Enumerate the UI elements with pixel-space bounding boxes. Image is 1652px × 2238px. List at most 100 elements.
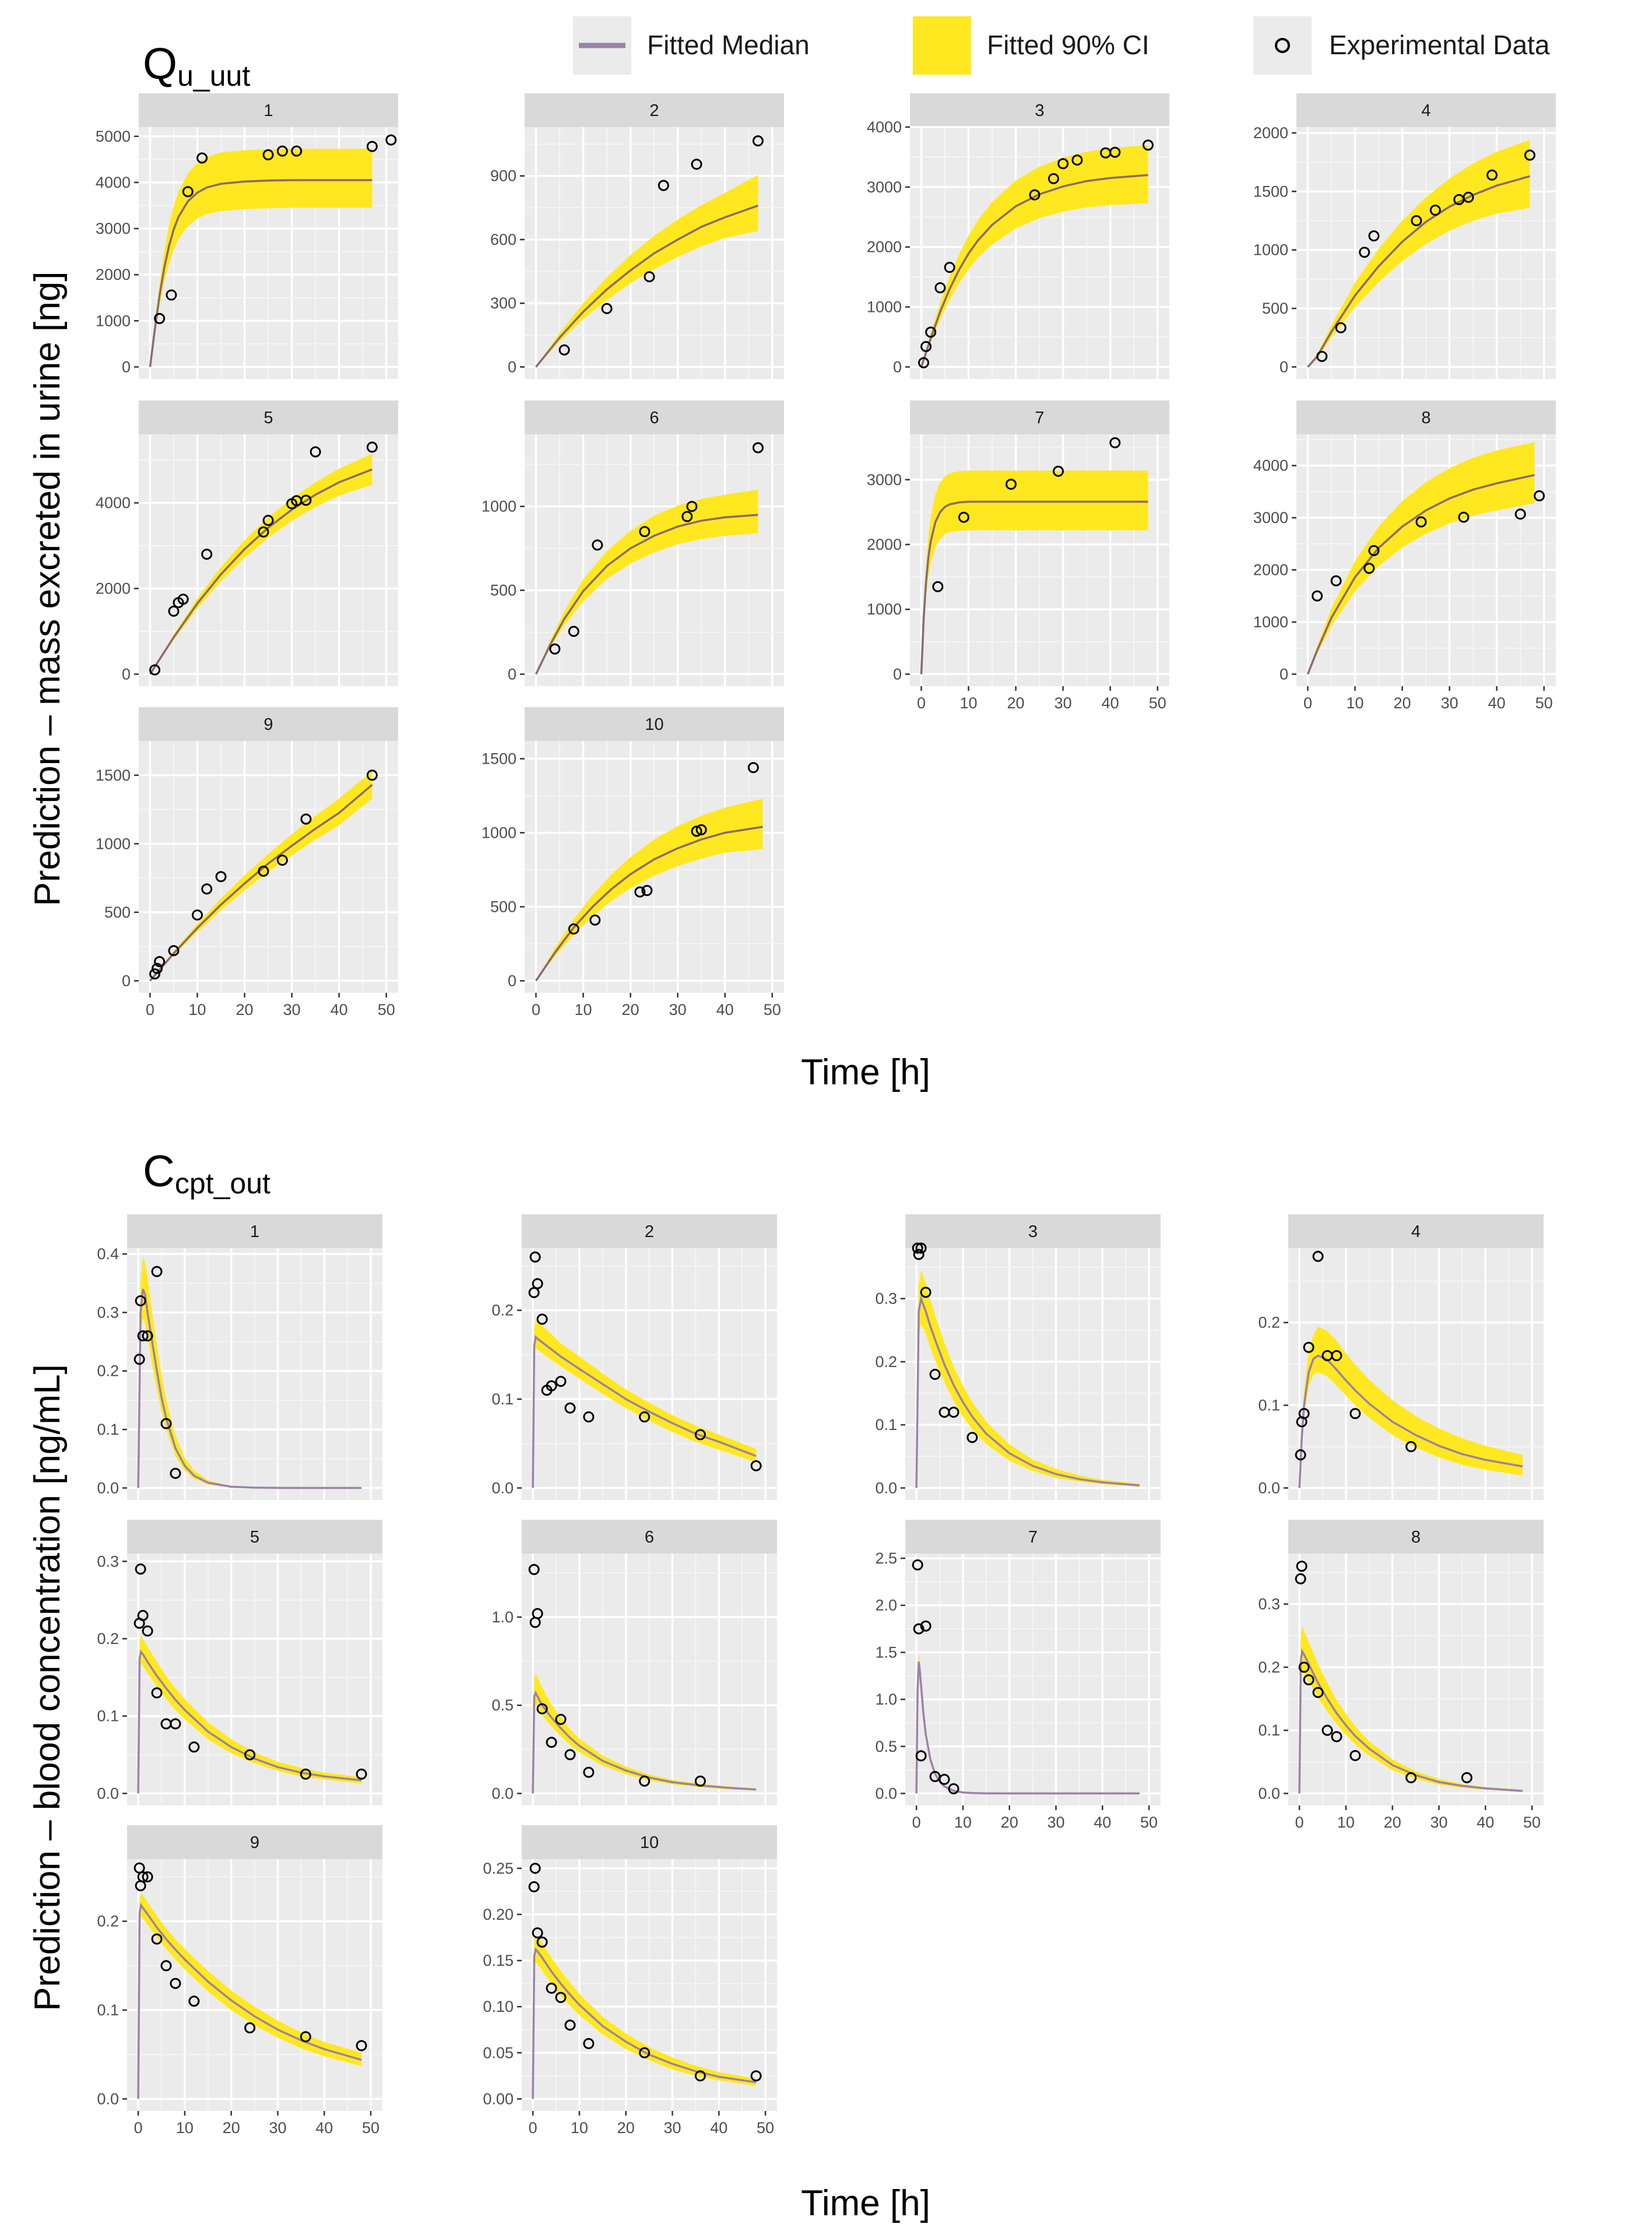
ci-ribbon	[921, 145, 1148, 367]
data-point	[1048, 173, 1059, 184]
panel-1: 1 0.0 0.1 0.2 0.3 0.4	[97, 1214, 382, 1500]
data-point	[366, 140, 378, 152]
panel-1: 1 0 1000 2000 3000 4000 5000	[96, 93, 398, 379]
y-tick-label: 1500	[96, 767, 131, 784]
panel-grid	[910, 126, 1169, 379]
data-point	[160, 1418, 172, 1429]
data-point	[691, 159, 702, 170]
blood-section: Ccpt_out Prediction – blood concentratio…	[27, 1147, 1544, 2223]
data-point	[1411, 215, 1422, 227]
panel-grid	[525, 434, 784, 686]
panel-strip-label: 7	[1035, 409, 1044, 427]
data-point	[1359, 247, 1370, 258]
data-point	[149, 664, 161, 676]
data-point	[1143, 139, 1154, 151]
y-tick-label: 0.0	[1258, 1784, 1280, 1802]
panel-strip	[1296, 93, 1556, 127]
ci-ribbon	[533, 1319, 757, 1488]
y-tick-label: 300	[490, 294, 516, 312]
data-point	[170, 1718, 181, 1730]
panel-strip-label: 6	[645, 1528, 654, 1547]
panel-strip	[905, 1520, 1161, 1554]
y-tick-label: 0	[508, 972, 516, 989]
x-tick-label: 20	[1394, 694, 1411, 712]
data-point	[366, 770, 378, 781]
panel-strip-label: 7	[1028, 1528, 1038, 1547]
y-tick-label: 0.1	[97, 1421, 119, 1438]
x-tick-label: 40	[710, 2119, 727, 2137]
legend-data-key	[1253, 16, 1312, 75]
y-tick-label: 0.20	[483, 1906, 514, 1923]
data-point	[532, 1608, 543, 1619]
panel-10: 10 0 500 1000 1500 0 10 20 30 40 50	[481, 707, 784, 1018]
panel-strip	[525, 707, 784, 741]
data-point	[555, 1991, 567, 2003]
y-tick-label: 0	[122, 665, 131, 683]
y-tick-label: 3000	[96, 220, 131, 237]
panel-strip	[910, 93, 1169, 127]
data-point	[686, 501, 698, 512]
panel-strip-label: 4	[1421, 101, 1430, 120]
median-line	[532, 1947, 757, 2099]
data-point	[1312, 590, 1323, 602]
data-point	[1415, 516, 1427, 528]
median-line	[137, 1288, 362, 1489]
x-tick-label: 10	[1337, 1814, 1355, 1831]
y-tick-label: 0	[122, 358, 131, 375]
y-tick-label: 500	[490, 582, 516, 599]
data-point	[356, 1768, 367, 1780]
data-point	[546, 1380, 557, 1392]
data-point	[201, 549, 213, 560]
data-point	[1109, 437, 1121, 448]
x-tick-label: 20	[223, 2119, 240, 2137]
data-point	[929, 1369, 941, 1380]
x-tick-label: 0	[146, 1001, 154, 1018]
panel-grid	[525, 127, 784, 379]
median-line	[1298, 1648, 1523, 1794]
y-tick-label: 0	[1280, 665, 1288, 683]
data-point	[300, 813, 312, 825]
y-tick-label: 0	[508, 358, 516, 375]
panel-2: 2 0.0 0.1 0.2	[491, 1214, 777, 1500]
data-point	[934, 282, 946, 294]
y-tick-label: 2.0	[875, 1597, 897, 1614]
median-line	[535, 205, 758, 368]
panel-strip-label: 3	[1035, 101, 1044, 120]
y-tick-label: 0	[893, 358, 902, 375]
median-line	[532, 1690, 757, 1794]
data-point	[135, 1564, 146, 1575]
data-point	[583, 1766, 595, 1778]
data-point	[188, 1741, 200, 1753]
y-tick-label: 0.2	[1258, 1659, 1280, 1676]
panel-9: 9 0.0 0.1 0.2 0 10 20 30 40 50	[97, 1825, 382, 2137]
data-point	[366, 441, 378, 453]
data-point	[912, 1559, 923, 1571]
data-point	[939, 1773, 950, 1785]
x-tick-label: 40	[331, 1001, 348, 1018]
panel-strip	[522, 1520, 777, 1554]
data-point	[137, 1871, 149, 1882]
median-line	[535, 825, 763, 982]
panel-strip-label: 3	[1028, 1222, 1038, 1241]
y-tick-label: 1000	[481, 824, 516, 841]
y-tick-label: 0.2	[97, 1913, 119, 1930]
x-tick-label: 10	[188, 1001, 206, 1018]
data-point	[1312, 1687, 1324, 1698]
data-point	[1298, 1408, 1310, 1420]
data-point	[1303, 1674, 1314, 1686]
data-point	[182, 186, 194, 198]
data-point	[276, 855, 288, 866]
y-tick-label: 600	[490, 231, 516, 248]
data-point	[529, 1863, 541, 1874]
data-point	[568, 923, 579, 935]
y-tick-label: 0.25	[483, 1860, 514, 1877]
x-tick-label: 50	[1140, 1814, 1158, 1831]
x-tick-label: 50	[1523, 1814, 1541, 1831]
data-point	[258, 526, 269, 538]
x-tick-label: 10	[954, 1814, 972, 1831]
y-tick-label: 1000	[1253, 613, 1288, 631]
panel-strip	[905, 1214, 1161, 1248]
median-line	[535, 514, 758, 675]
panel-2: 2 0 300 600 900	[490, 93, 784, 379]
y-tick-label: 0.1	[97, 1708, 119, 1725]
